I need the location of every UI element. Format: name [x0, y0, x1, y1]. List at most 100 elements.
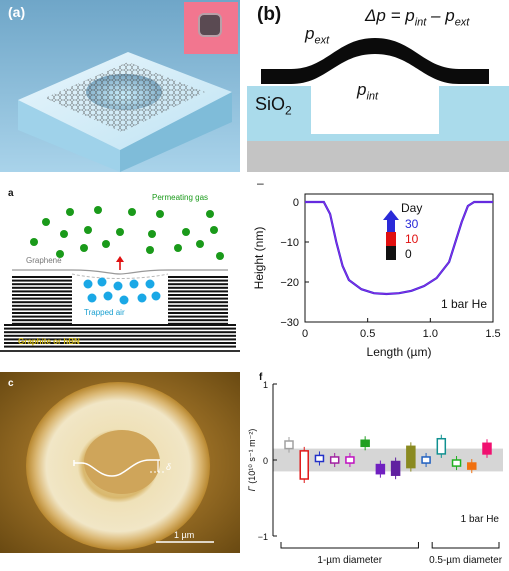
p-ext-label: pext — [305, 24, 329, 46]
p-int-subscript: int — [366, 90, 379, 103]
gas-molecule — [60, 230, 68, 238]
panel-afm-image: c δ 1 µm — [0, 372, 240, 553]
data-point — [451, 459, 462, 467]
layer-line — [12, 319, 72, 322]
data-point — [345, 456, 355, 464]
legend-entry-label: 30 — [405, 217, 419, 231]
air-molecule — [129, 279, 139, 289]
legend-swatch-10 — [386, 232, 396, 246]
equation-lhs-sub: int — [414, 16, 427, 29]
legend-arrow — [383, 210, 399, 232]
graphene-dashed — [71, 273, 169, 279]
block-right-face — [120, 92, 232, 172]
height-curve — [305, 201, 493, 295]
layer-line — [12, 312, 72, 314]
layer-line — [168, 286, 228, 289]
layer-line — [168, 297, 228, 300]
panel-permeation-rate: 1 0 −1 Γ (10¹⁰ s⁻¹ m⁻²) 1 bar He 1-µm diamete… — [247, 372, 509, 571]
air-molecule — [151, 291, 161, 301]
base-layer-line — [4, 327, 236, 330]
permeation-arrowhead — [116, 256, 124, 262]
y-tick-label: 0 — [263, 456, 268, 466]
base-layer-line — [4, 338, 236, 341]
group-label: 0.5-µm diameter — [429, 555, 503, 566]
height-curve-day30 — [305, 200, 493, 296]
air-molecule — [119, 295, 129, 305]
rate-annotation: 1 bar He — [461, 514, 500, 525]
layer-line — [168, 322, 228, 325]
graphene-membrane — [261, 38, 489, 84]
group-label: 1-µm diameter — [317, 555, 382, 566]
panel-schematic-label: a — [8, 188, 14, 199]
data-point — [314, 454, 325, 463]
graphene-line — [12, 269, 228, 275]
y-axis-label: Height (nm) — [252, 227, 266, 290]
afm-topography — [0, 372, 240, 553]
group-bracket — [431, 542, 500, 549]
sio2-text: SiO — [255, 94, 286, 114]
height-annotation: 1 bar He — [441, 297, 487, 311]
silicon-layer — [247, 141, 509, 172]
gas-molecule — [94, 206, 102, 214]
gas-molecule — [116, 228, 124, 236]
gas-molecule — [148, 230, 156, 238]
layer-line — [12, 301, 72, 304]
gas-molecule — [146, 246, 154, 254]
layer-stack-base — [4, 324, 236, 348]
gas-molecule — [210, 226, 218, 234]
data-point — [284, 440, 294, 450]
legend-title: Day — [401, 201, 422, 215]
panel-a-render: (a) — [0, 0, 240, 172]
y-tick-label: −1 — [258, 532, 268, 542]
layer-line — [168, 283, 228, 286]
plot-frame — [304, 193, 494, 323]
data-point — [482, 442, 492, 455]
layer-line — [12, 276, 72, 278]
gas-molecule — [216, 252, 224, 260]
layer-line — [168, 304, 228, 307]
y-tick-label: 0 — [293, 197, 299, 209]
gas-molecule — [196, 240, 204, 248]
permeating-gas-molecules — [30, 206, 224, 260]
p-ext-subscript: ext — [314, 34, 330, 47]
data-point — [375, 463, 386, 475]
gas-molecule — [80, 244, 88, 252]
sio2-label: SiO2 — [255, 94, 292, 118]
base-layer-line — [4, 331, 236, 334]
equation-lhs: Δp = p — [365, 6, 415, 25]
data-point — [421, 456, 431, 464]
panel-rate-label: f — [259, 372, 263, 383]
permeation-schematic — [0, 184, 240, 352]
layer-line — [12, 286, 72, 289]
gas-molecule — [84, 226, 92, 234]
delta-label: δ — [166, 462, 172, 472]
layer-line — [168, 315, 228, 318]
trapped-air-molecules — [83, 277, 161, 305]
panel-schematic: a Permeating gas Graphene Trapped air Gr… — [0, 184, 240, 352]
base-layer-line — [4, 345, 236, 348]
panel-b-label: (b) — [257, 4, 282, 25]
layer-line — [168, 308, 228, 311]
gas-molecule — [182, 228, 190, 236]
air-molecule — [103, 291, 113, 301]
substrate-label: Graphite or hBN — [18, 337, 80, 346]
layer-line — [12, 322, 72, 325]
panel-height-tick-mark: – — [257, 180, 264, 190]
air-molecule — [137, 293, 147, 303]
layer-line — [168, 312, 228, 314]
y-tick-label: −20 — [280, 277, 299, 289]
pressure-equation: Δp = pint – pext — [365, 6, 469, 28]
gas-molecule — [56, 250, 64, 258]
panel-b-crosssection: (b) pext Δp = pint – pext pint SiO2 — [247, 0, 509, 172]
y-tick-label: −30 — [280, 317, 299, 329]
layer-line — [168, 290, 228, 293]
gas-molecule — [128, 208, 136, 216]
data-point — [360, 439, 370, 448]
air-molecule — [83, 279, 93, 289]
equation-mid: – p — [426, 6, 455, 25]
x-tick-label: 0 — [302, 328, 308, 340]
air-molecule — [97, 277, 107, 287]
base-layer-line — [4, 334, 236, 337]
layer-line — [12, 279, 72, 282]
